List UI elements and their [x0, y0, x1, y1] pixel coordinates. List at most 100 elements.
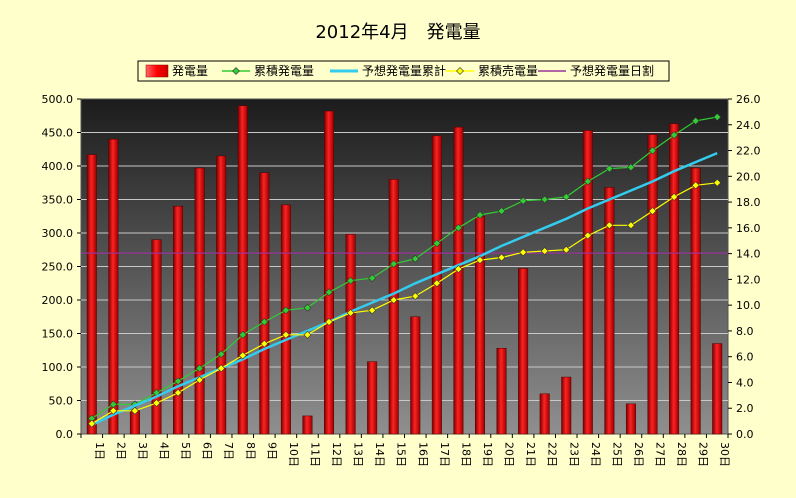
- series-point: [627, 221, 635, 230]
- legend-label: 発電量: [172, 64, 208, 78]
- series-point: [583, 177, 592, 186]
- x-tick-label: 27日: [654, 442, 667, 467]
- x-tick-label: 13日: [352, 442, 365, 467]
- x-tick-label: 9日: [265, 442, 278, 460]
- y-right-tick-label: 24.0: [736, 119, 761, 132]
- series-point: [713, 113, 722, 121]
- series-point: [238, 330, 247, 339]
- bar: [453, 126, 464, 435]
- series-point: [497, 207, 506, 216]
- y-left-tick-label: 450.0: [42, 127, 74, 140]
- x-tick-label: 28日: [675, 442, 688, 467]
- y-left-axis: 0.0 50.0 100.0 150.0 200.0 250.0 300.0 350.0 400…: [42, 93, 81, 441]
- series-point: [174, 377, 182, 386]
- x-tick-label: 7日: [222, 442, 235, 460]
- series-point: [152, 399, 161, 408]
- x-tick-label: 14日: [373, 442, 386, 467]
- series-point: [346, 276, 355, 285]
- bar: [712, 343, 723, 435]
- series-point: [691, 181, 700, 190]
- series-point: [562, 245, 571, 254]
- bar: [561, 376, 572, 435]
- series-point: [217, 350, 226, 359]
- series-point: [519, 196, 528, 205]
- series-point: [87, 419, 96, 428]
- x-tick-label: 23日: [567, 442, 580, 467]
- legend-box: [137, 60, 670, 82]
- x-tick-label: 16日: [416, 442, 429, 467]
- series-point: [432, 239, 441, 248]
- x-tick-label: 5日: [179, 442, 192, 460]
- bar: [86, 154, 97, 435]
- bar: [690, 167, 701, 435]
- legend: 発電量 累積発電量 予想発電量累計 累積売電量 予想発電量日割: [137, 60, 670, 82]
- bar: [367, 361, 378, 435]
- legend-swatch: [145, 64, 169, 78]
- series-point: [195, 364, 204, 373]
- series-point: [174, 388, 182, 397]
- y-left-tick-label: 500.0: [42, 93, 74, 106]
- series-point: [130, 406, 139, 415]
- x-tick-label: 26日: [632, 442, 645, 467]
- x-tick-label: 17日: [438, 442, 451, 467]
- y-left-tick-label: 250.0: [42, 261, 74, 274]
- y-right-tick-label: 10.0: [736, 299, 761, 312]
- bar: [582, 130, 593, 435]
- y-left-tick-label: 200.0: [42, 294, 74, 307]
- legend-label: 累積売電量: [478, 63, 538, 78]
- y-right-tick-label: 20.0: [736, 170, 761, 183]
- bar: [474, 216, 485, 435]
- series-point: [303, 303, 312, 312]
- bar: [173, 205, 184, 435]
- series-point: [368, 274, 377, 283]
- series-point: [713, 178, 722, 187]
- line-series: [87, 113, 722, 428]
- series-point: [389, 296, 398, 304]
- series-point: [411, 292, 420, 301]
- series-point: [476, 256, 484, 264]
- legend-label: 累積発電量: [254, 63, 314, 78]
- x-tick-label: 1日: [93, 442, 106, 460]
- y-left-tick-label: 150.0: [42, 328, 74, 341]
- series-point: [281, 330, 290, 339]
- series-point: [411, 254, 420, 263]
- series-point: [670, 192, 679, 201]
- y-left-tick-label: 350.0: [42, 194, 74, 207]
- y-left-tick-label: 50.0: [49, 395, 74, 408]
- x-tick-label: 30日: [718, 442, 731, 467]
- series-point: [325, 288, 333, 297]
- legend-label: 予想発電量日割: [570, 63, 654, 78]
- series-point: [217, 364, 226, 373]
- bar: [237, 105, 248, 435]
- y-right-tick-label: 26.0: [736, 93, 761, 106]
- bar: [345, 234, 356, 435]
- series-point: [454, 223, 463, 232]
- series-point: [497, 253, 506, 262]
- y-right-tick-label: 18.0: [736, 196, 761, 209]
- x-tick-label: 25日: [610, 442, 623, 467]
- series-point: [540, 247, 549, 255]
- series-point: [605, 164, 614, 173]
- series-point: [605, 221, 614, 230]
- bar: [388, 179, 399, 435]
- series-point: [648, 146, 657, 155]
- y-right-tick-label: 4.0: [736, 376, 754, 389]
- series-point: [432, 279, 441, 288]
- y-right-tick-label: 16.0: [736, 222, 761, 235]
- bar: [259, 172, 270, 435]
- x-tick-label: 22日: [546, 442, 559, 467]
- series-point: [627, 163, 635, 172]
- series-point: [303, 330, 312, 339]
- x-tick-label: 8日: [244, 442, 257, 460]
- y-right-tick-label: 12.0: [736, 273, 761, 286]
- series-point: [238, 351, 247, 360]
- legend-marker: [232, 67, 240, 75]
- bar: [108, 138, 119, 435]
- x-tick-label: 21日: [524, 442, 537, 467]
- series-point: [691, 116, 700, 125]
- bar: [216, 155, 227, 435]
- bar: [151, 239, 162, 435]
- series-point: [583, 231, 592, 240]
- series-point: [260, 339, 269, 348]
